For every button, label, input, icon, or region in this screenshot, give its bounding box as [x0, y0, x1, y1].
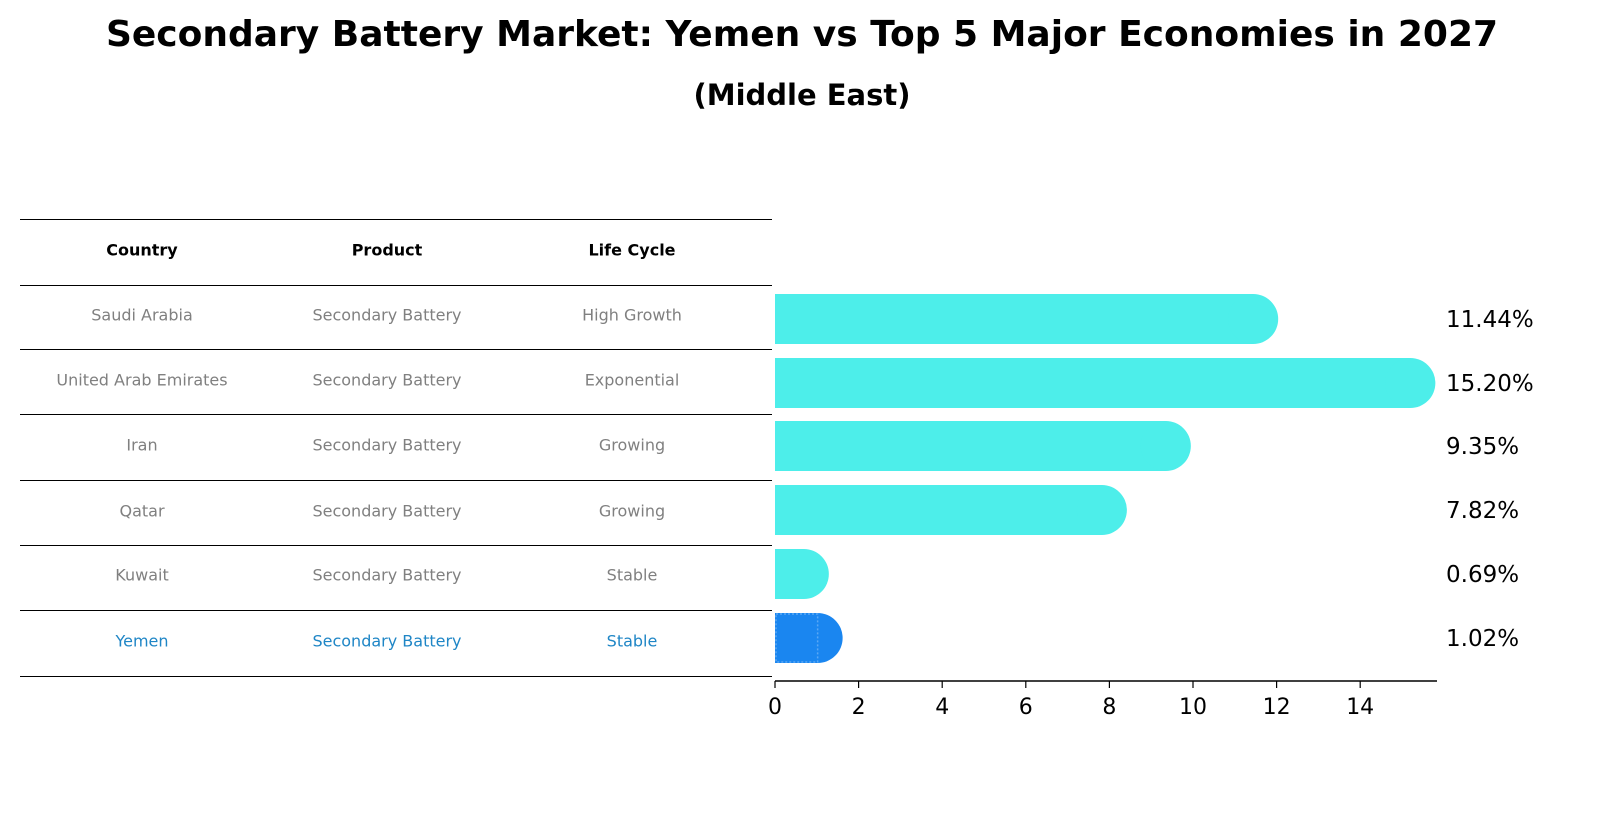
bar: [775, 294, 1254, 344]
chart-title: Secondary Battery Market: Yemen vs Top 5…: [105, 14, 1499, 55]
table-divider: [20, 480, 772, 481]
bar: [775, 358, 1411, 408]
bar-cap: [1228, 294, 1279, 344]
bar-cap: [1385, 358, 1436, 408]
table-cell-life-cycle: Growing: [598, 435, 666, 455]
bar-cap: [1140, 421, 1191, 471]
table-divider: [20, 676, 772, 677]
value-label: 0.69%: [1446, 562, 1519, 588]
table-cell-product: Secondary Battery: [312, 501, 462, 521]
table-cell-product: Secondary Battery: [312, 370, 462, 390]
table-cell-country: Kuwait: [115, 565, 169, 585]
table-divider: [20, 545, 772, 546]
bar-highlight-outline: [775, 613, 819, 663]
table-divider: [20, 285, 772, 286]
table-divider: [20, 414, 772, 415]
table-cell-product: Secondary Battery: [312, 305, 462, 325]
table-cell-product: Secondary Battery: [312, 565, 462, 585]
value-label: 1.02%: [1446, 626, 1519, 652]
bar: [775, 421, 1166, 471]
table-header-cell: Product: [351, 240, 423, 260]
value-label: 9.35%: [1446, 434, 1519, 460]
x-tick-label: 8: [1102, 695, 1116, 720]
x-tick-label: 4: [935, 695, 949, 720]
table-cell-product: Secondary Battery: [312, 631, 462, 651]
table-cell-country: Saudi Arabia: [91, 305, 193, 325]
x-tick-label: 14: [1346, 695, 1374, 720]
table-cell-country: United Arab Emirates: [56, 370, 228, 390]
table-divider: [20, 610, 772, 611]
x-tick-label: 0: [768, 695, 782, 720]
table-divider: [20, 219, 772, 220]
table-cell-country: Qatar: [119, 501, 165, 521]
table-header-cell: Country: [106, 240, 178, 260]
value-label: 11.44%: [1446, 307, 1534, 333]
x-tick-label: 10: [1179, 695, 1207, 720]
bar-cap: [1076, 485, 1127, 535]
table-divider: [20, 349, 772, 350]
x-tick-label: 6: [1019, 695, 1033, 720]
chart-subtitle: (Middle East): [693, 78, 911, 112]
bar: [775, 485, 1102, 535]
table-cell-country: Yemen: [115, 631, 169, 651]
table-cell-life-cycle: High Growth: [582, 305, 682, 325]
x-tick-label: 12: [1263, 695, 1291, 720]
table-header-cell: Life Cycle: [588, 240, 676, 260]
table-cell-life-cycle: Exponential: [584, 370, 680, 390]
table-cell-life-cycle: Stable: [606, 565, 658, 585]
table-cell-country: Iran: [126, 435, 158, 455]
x-tick-label: 2: [852, 695, 866, 720]
value-label: 7.82%: [1446, 498, 1519, 524]
table-cell-product: Secondary Battery: [312, 435, 462, 455]
bar-cap: [778, 549, 829, 599]
value-label: 15.20%: [1446, 371, 1534, 397]
table-cell-life-cycle: Growing: [598, 501, 666, 521]
table-cell-life-cycle: Stable: [606, 631, 658, 651]
